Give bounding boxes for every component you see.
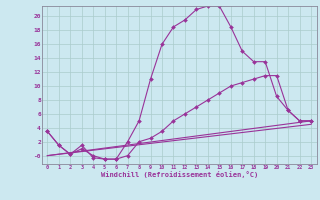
X-axis label: Windchill (Refroidissement éolien,°C): Windchill (Refroidissement éolien,°C)	[100, 171, 258, 178]
